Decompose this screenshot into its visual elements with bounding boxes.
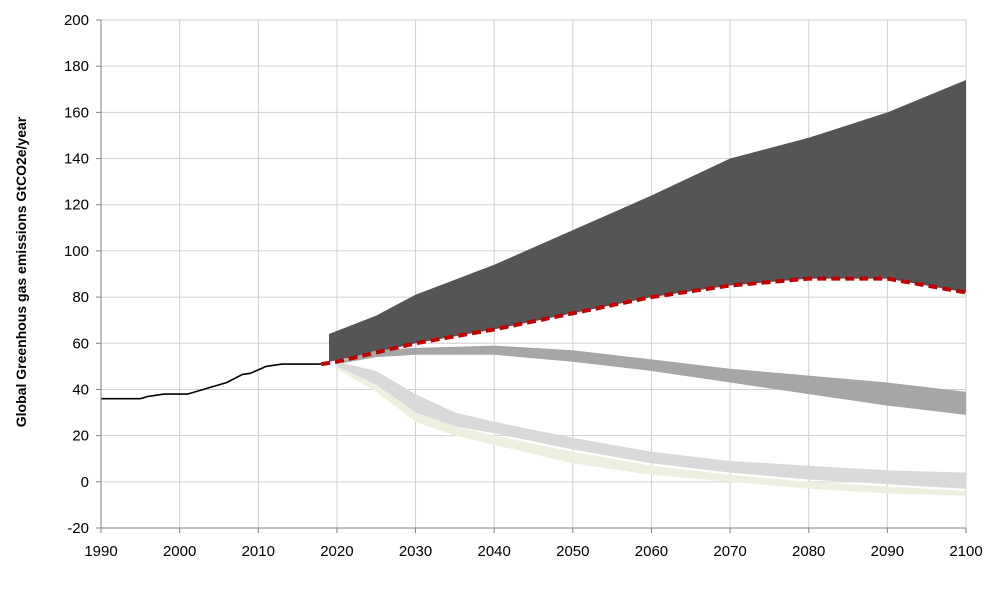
- y-tick-label: 60: [72, 335, 89, 352]
- x-tick-label: 2060: [635, 543, 668, 560]
- y-axis-label: Global Greenhous gas emissions GtCO2e/ye…: [13, 116, 29, 427]
- reference-dashed-line: [320, 276, 967, 367]
- x-tick-label: 2040: [477, 543, 510, 560]
- x-tick-label: 2020: [320, 543, 353, 560]
- y-tick-label: 120: [64, 197, 89, 214]
- x-tick-label: 1990: [84, 543, 117, 560]
- x-tick-label: 2010: [242, 543, 275, 560]
- y-tick-label: 200: [64, 12, 89, 29]
- x-tick-label: 2080: [792, 543, 825, 560]
- y-tick-label: 80: [72, 289, 89, 306]
- series-lines: [101, 276, 967, 400]
- x-tick-label: 2070: [713, 543, 746, 560]
- scenario-band-3: [336, 361, 966, 489]
- scenario-band-4: [336, 366, 966, 496]
- y-tick-label: 0: [81, 474, 89, 491]
- scenario-band-1: [329, 80, 966, 362]
- axes: [96, 19, 967, 533]
- x-tick-label: 2030: [399, 543, 432, 560]
- y-tick-label: 20: [72, 428, 89, 445]
- y-tick-label: 40: [72, 381, 89, 398]
- y-tick-label: 100: [64, 243, 89, 260]
- y-tick-label: -20: [67, 520, 89, 537]
- y-tick-label: 140: [64, 151, 89, 168]
- x-tick-label: 2090: [871, 543, 904, 560]
- x-tick-label: 2100: [949, 543, 982, 560]
- y-tick-label: 180: [64, 58, 89, 75]
- scenario-band-2: [336, 345, 966, 415]
- x-tick-label: 2050: [556, 543, 589, 560]
- scenario-bands: [329, 80, 966, 496]
- historical-emissions-line: [101, 363, 322, 400]
- y-tick-label: 160: [64, 104, 89, 121]
- x-tick-label: 2000: [163, 543, 196, 560]
